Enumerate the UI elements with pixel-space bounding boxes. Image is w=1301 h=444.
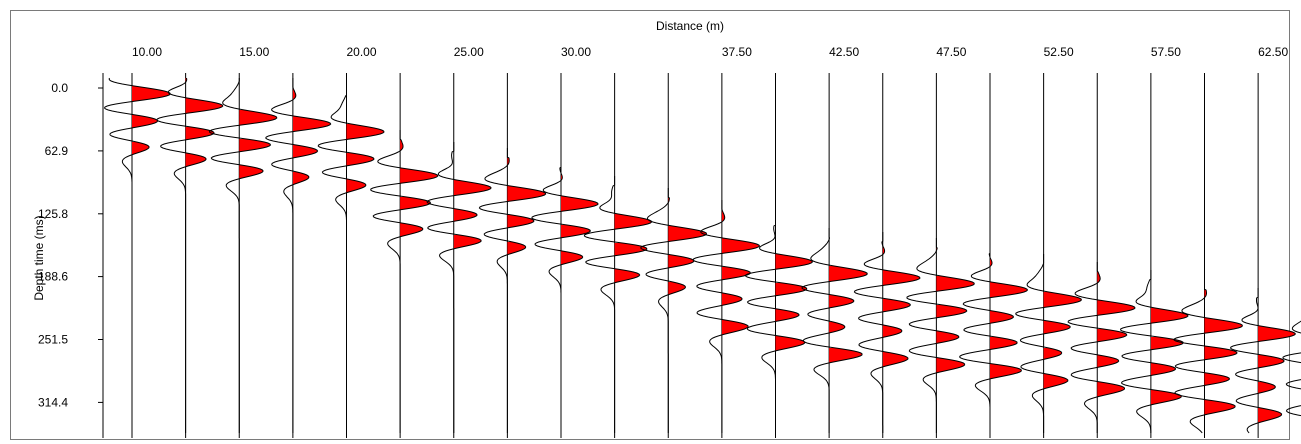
trace-fill-5 [400, 140, 438, 237]
trace-wiggle-1 [156, 77, 224, 433]
trace-wiggle-8 [531, 158, 599, 433]
trace-21 [1229, 73, 1297, 438]
trace-20 [1173, 73, 1243, 438]
trace-14 [853, 73, 921, 438]
trace-1 [156, 73, 224, 438]
trace-wiggle-17 [1015, 254, 1082, 433]
trace-wiggle-2 [208, 78, 278, 433]
trace-wiggle-5 [370, 130, 439, 433]
trace-22 [1282, 320, 1301, 417]
trace-fill-0 [132, 86, 171, 155]
trace-0 [103, 73, 171, 438]
y-tick-label-0: 0.0 [51, 81, 68, 95]
x-tick-label-2: 20.00 [346, 45, 376, 59]
trace-6 [426, 73, 492, 438]
trace-wiggle-6 [426, 142, 492, 433]
trace-9 [583, 73, 653, 438]
trace-13 [801, 73, 868, 438]
trace-15 [906, 73, 975, 438]
trace-wiggle-16 [958, 244, 1029, 433]
trace-wiggle-20 [1173, 280, 1243, 434]
x-tick-labels: 10.00 15.00 20.00 25.00 30.00 37.50 42.50 47.50… [132, 45, 1288, 59]
trace-2 [208, 73, 278, 438]
trace-4 [317, 73, 385, 438]
trace-16 [958, 73, 1029, 438]
x-tick-label-10: 62.50 [1258, 45, 1288, 59]
x-tick-label-7: 47.50 [936, 45, 966, 59]
y-tick-label-4: 251.5 [38, 333, 68, 347]
chart-frame [10, 10, 1290, 440]
trace-17 [1015, 73, 1082, 438]
trace-fill-11 [721, 211, 760, 335]
y-tick-labels: 0.0 62.9 125.8 188.6 251.5 314.4 [38, 81, 103, 409]
trace-wiggle-18 [1067, 262, 1136, 433]
trace-8 [531, 73, 599, 438]
x-tick-label-3: 25.00 [454, 45, 484, 59]
y-tick-label-1: 62.9 [45, 144, 69, 158]
trace-11 [692, 73, 761, 438]
traces [103, 73, 1301, 438]
trace-wiggle-10 [640, 188, 708, 433]
x-axis-title: Distance (m) [656, 19, 724, 33]
trace-wiggle-19 [1120, 270, 1189, 433]
trace-3 [265, 73, 332, 438]
trace-wiggle-9 [583, 176, 653, 433]
trace-wiggle-21 [1229, 288, 1297, 434]
y-tick-label-3: 188.6 [38, 270, 68, 284]
x-tick-label-6: 42.50 [829, 45, 859, 59]
trace-fill-10 [668, 198, 707, 295]
x-tick-label-1: 15.00 [239, 45, 269, 59]
trace-wiggle-22 [1282, 320, 1301, 417]
trace-wiggle-12 [745, 216, 814, 433]
trace-wiggle-11 [692, 200, 761, 433]
trace-wiggle-13 [801, 228, 868, 433]
trace-5 [370, 73, 439, 438]
trace-7 [478, 73, 547, 438]
trace-wiggle-4 [317, 86, 385, 433]
trace-fill-14 [882, 247, 920, 367]
x-tick-label-0: 10.00 [132, 45, 162, 59]
trace-fill-18 [1097, 272, 1135, 397]
trace-fill-9 [614, 214, 652, 283]
y-tick-label-2: 125.8 [38, 207, 68, 221]
trace-fill-15 [936, 248, 975, 373]
x-tick-label-8: 52.50 [1044, 45, 1074, 59]
trace-12 [745, 73, 814, 438]
trace-wiggle-0 [103, 77, 171, 433]
x-tick-label-9: 57.50 [1151, 45, 1181, 59]
x-tick-label-4: 30.00 [561, 45, 591, 59]
x-tick-label-5: 37.50 [722, 45, 752, 59]
trace-wiggle-14 [853, 232, 921, 433]
trace-fill-6 [453, 180, 492, 249]
y-tick-label-5: 314.4 [38, 395, 68, 409]
trace-wiggle-15 [906, 238, 975, 433]
trace-wiggle-3 [265, 78, 332, 433]
trace-fill-2 [239, 110, 277, 179]
trace-19 [1120, 73, 1189, 438]
y-axis-title: Depth time (ms) [32, 215, 46, 300]
trace-fill-7 [507, 158, 546, 255]
trace-18 [1067, 73, 1136, 438]
trace-wiggle-7 [478, 148, 547, 433]
trace-fill-3 [292, 89, 331, 185]
trace-10 [640, 73, 708, 438]
trace-fill-4 [346, 124, 384, 193]
trace-fill-1 [185, 78, 223, 167]
